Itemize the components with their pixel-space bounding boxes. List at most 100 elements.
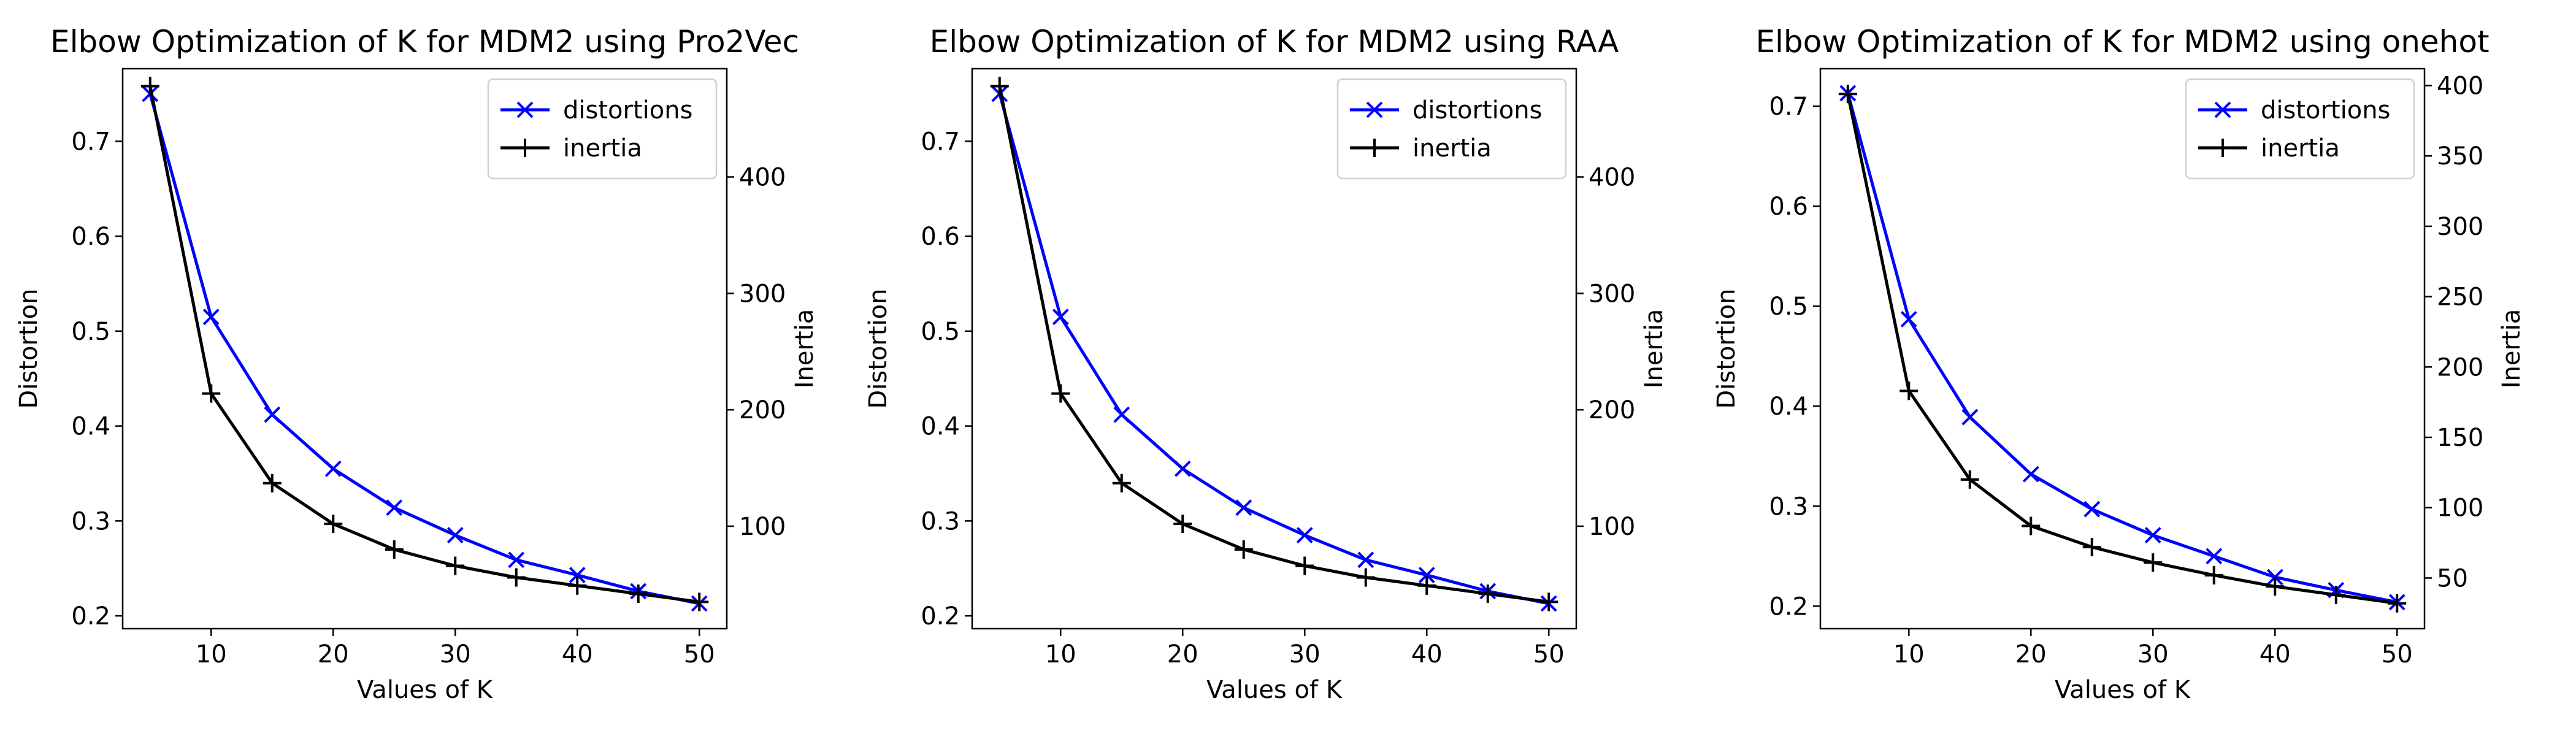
- data-point-inertia: [2204, 565, 2223, 585]
- y2-tick-label: 150: [2437, 424, 2483, 452]
- y-tick-label: 0.3: [921, 507, 960, 535]
- y2-tick-label: 200: [2437, 353, 2483, 381]
- y2-axis-label: Inertia: [791, 309, 819, 389]
- plot-frame: [1819, 67, 2426, 630]
- y-tick-label: 0.2: [1769, 592, 1808, 621]
- legend-box: [1336, 78, 1567, 180]
- legend-label: inertia: [563, 134, 642, 163]
- plot-frame: [121, 67, 728, 630]
- data-point-inertia: [1051, 384, 1070, 403]
- y-tick-label: 0.3: [1769, 493, 1808, 521]
- y-tick-label: 0.7: [1769, 93, 1808, 121]
- data-point-distortions: [1418, 567, 1435, 583]
- x-tick-label: 10: [196, 640, 227, 669]
- x-tick-label: 50: [2382, 640, 2413, 669]
- legend-label: distortions: [1413, 96, 1542, 125]
- y2-axis-label: Inertia: [2497, 309, 2526, 389]
- y2-tick-label: 50: [2437, 564, 2468, 592]
- data-point-distortions: [2144, 527, 2161, 543]
- series-line-inertia: [998, 86, 1549, 604]
- chart-panel: Elbow Optimization of K for MDM2 using o…: [1712, 24, 2526, 704]
- x-tick-label: 30: [440, 640, 471, 669]
- data-point-inertia: [2266, 577, 2285, 596]
- data-point-distortions: [1235, 499, 1252, 516]
- data-point-distortions: [1296, 527, 1313, 543]
- legend: distortions inertia: [487, 78, 718, 180]
- y-tick-label: 0.4: [1769, 393, 1808, 421]
- data-point-inertia: [2022, 516, 2041, 535]
- x-tick-label: 40: [562, 640, 593, 669]
- y-tick-label: 0.2: [71, 602, 110, 631]
- series-line-distortions: [998, 93, 1549, 605]
- plot-frame: [971, 67, 1577, 630]
- data-point-inertia: [202, 384, 221, 403]
- data-point-inertia: [1838, 85, 1857, 104]
- legend-box: [487, 78, 718, 180]
- data-point-distortions: [447, 527, 464, 543]
- y2-tick-label: 300: [2437, 213, 2483, 241]
- chart-panel: Elbow Optimization of K for MDM2 using P…: [15, 24, 819, 704]
- y-tick-label: 0.6: [921, 223, 960, 251]
- chart-title: Elbow Optimization of K for MDM2 using o…: [1755, 24, 2489, 59]
- chart-title: Elbow Optimization of K for MDM2 using P…: [50, 24, 799, 59]
- data-point-inertia: [568, 576, 587, 595]
- y-tick-label: 0.6: [71, 223, 110, 251]
- data-point-distortions: [2266, 569, 2283, 586]
- y-tick-label: 0.5: [71, 318, 110, 346]
- data-point-inertia: [507, 568, 526, 587]
- y-tick-label: 0.6: [1769, 193, 1808, 221]
- y-axis-label: Distortion: [15, 289, 43, 409]
- legend-marker: [1366, 101, 1383, 118]
- y-tick-label: 0.7: [921, 128, 960, 156]
- y2-axis-label: Inertia: [1640, 309, 1668, 389]
- x-axis-label: Values of K: [357, 676, 494, 704]
- y2-tick-label: 300: [1589, 280, 1635, 308]
- data-point-inertia: [385, 540, 404, 559]
- y2-tick-label: 300: [739, 280, 786, 308]
- data-point-inertia: [446, 556, 465, 575]
- data-point-inertia: [2326, 585, 2345, 604]
- y2-tick-label: 100: [1589, 513, 1635, 541]
- y-tick-label: 0.7: [71, 128, 110, 156]
- legend: distortions inertia: [1336, 78, 1567, 180]
- y-tick-label: 0.2: [921, 602, 960, 631]
- x-tick-label: 10: [1893, 640, 1925, 669]
- y-tick-label: 0.4: [921, 413, 960, 441]
- series-line-inertia: [1846, 93, 2398, 605]
- data-point-distortions: [386, 499, 403, 516]
- data-point-inertia: [1112, 473, 1131, 493]
- data-point-distortions: [2083, 500, 2101, 518]
- x-tick-label: 20: [318, 640, 349, 669]
- legend-label: inertia: [2261, 134, 2340, 163]
- y-tick-label: 0.5: [1769, 293, 1808, 321]
- legend-label: inertia: [1413, 134, 1492, 163]
- legend: distortions inertia: [2185, 78, 2415, 180]
- legend-label: distortions: [563, 96, 692, 125]
- data-point-distortions: [1961, 408, 1979, 426]
- series-line-distortions: [1846, 93, 2398, 604]
- data-point-inertia: [629, 585, 648, 604]
- y2-tick-label: 350: [2437, 142, 2483, 171]
- x-tick-label: 30: [1289, 640, 1321, 669]
- data-point-inertia: [263, 473, 282, 493]
- data-point-distortions: [1900, 310, 1917, 328]
- y2-tick-label: 100: [2437, 494, 2483, 523]
- x-tick-label: 40: [2260, 640, 2291, 669]
- y-axis-label: Distortion: [864, 289, 892, 409]
- series-line-distortions: [148, 93, 700, 605]
- chart-title: Elbow Optimization of K for MDM2 using R…: [930, 24, 1619, 59]
- y-axis-label: Distortion: [1712, 289, 1741, 409]
- x-tick-label: 50: [684, 640, 715, 669]
- data-point-inertia: [1173, 515, 1192, 534]
- y2-tick-label: 100: [739, 513, 786, 541]
- y2-tick-label: 400: [739, 164, 786, 192]
- y-tick-label: 0.5: [921, 318, 960, 346]
- y2-tick-label: 400: [2437, 72, 2483, 101]
- data-point-inertia: [1417, 576, 1436, 595]
- data-point-inertia: [324, 515, 343, 534]
- data-point-distortions: [2022, 466, 2039, 483]
- legend-label: distortions: [2261, 96, 2390, 125]
- y2-tick-label: 400: [1589, 164, 1635, 192]
- data-point-distortions: [508, 551, 525, 569]
